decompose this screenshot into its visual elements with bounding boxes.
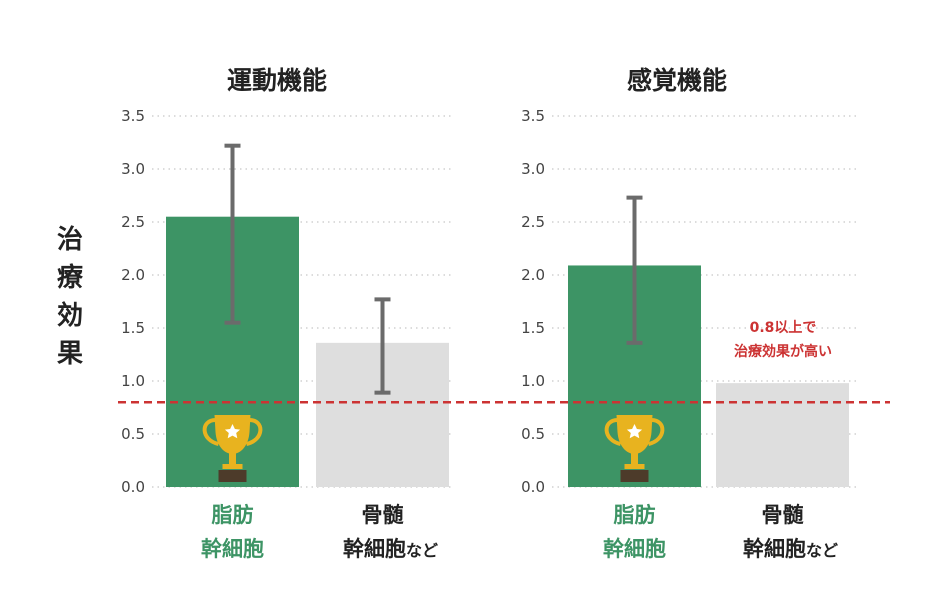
- y-tick-label: 1.5: [521, 319, 545, 337]
- y-tick-label: 1.0: [121, 372, 145, 390]
- chart-title: 運動機能: [227, 66, 327, 95]
- error-bar: [224, 143, 241, 325]
- y-tick-label: 2.5: [121, 213, 145, 231]
- y-axis-label-char: 効: [57, 300, 83, 331]
- y-tick-label: 0.5: [121, 425, 145, 443]
- y-tick-label: 2.5: [521, 213, 545, 231]
- star-icon: [224, 424, 241, 439]
- y-tick-label: 1.5: [121, 319, 145, 337]
- threshold-annotation: 治療効果が高い: [734, 343, 832, 360]
- y-tick-label: 3.0: [521, 160, 545, 178]
- x-category-label-line: 幹細胞: [603, 537, 666, 561]
- y-tick-label: 0.0: [521, 478, 545, 496]
- y-tick-label: 0.0: [121, 478, 145, 496]
- y-tick-label: 3.0: [121, 160, 145, 178]
- y-tick-label: 0.5: [521, 425, 545, 443]
- x-category-label-line: 骨髄: [762, 503, 804, 527]
- y-tick-label: 2.0: [121, 266, 145, 284]
- y-axis-label: 治療効果: [57, 225, 84, 369]
- chart-title: 感覚機能: [627, 66, 727, 95]
- x-category-label-line: 幹細胞: [201, 537, 264, 561]
- x-category-label-line: 骨髄: [362, 503, 404, 527]
- y-tick-label: 1.0: [521, 372, 545, 390]
- x-category-label-line: 脂肪: [212, 503, 254, 527]
- star-icon: [626, 424, 643, 439]
- y-tick-label: 3.5: [121, 107, 145, 125]
- trophy-icon: [604, 415, 665, 482]
- x-category-label-line: 幹細胞など: [343, 537, 438, 561]
- x-category-label-line: 脂肪: [614, 503, 656, 527]
- y-tick-label: 3.5: [521, 107, 545, 125]
- threshold-annotation: 0.8以上で: [750, 320, 817, 336]
- y-axis-label-char: 療: [57, 263, 84, 293]
- y-axis-label-char: 果: [57, 339, 83, 369]
- trophy-icon: [202, 415, 263, 482]
- x-category-label-line: 幹細胞など: [743, 537, 838, 561]
- bar: [716, 383, 849, 487]
- error-bar: [626, 195, 643, 345]
- y-tick-label: 2.0: [521, 266, 545, 284]
- error-bar: [374, 297, 391, 395]
- y-axis-label-char: 治: [57, 225, 83, 255]
